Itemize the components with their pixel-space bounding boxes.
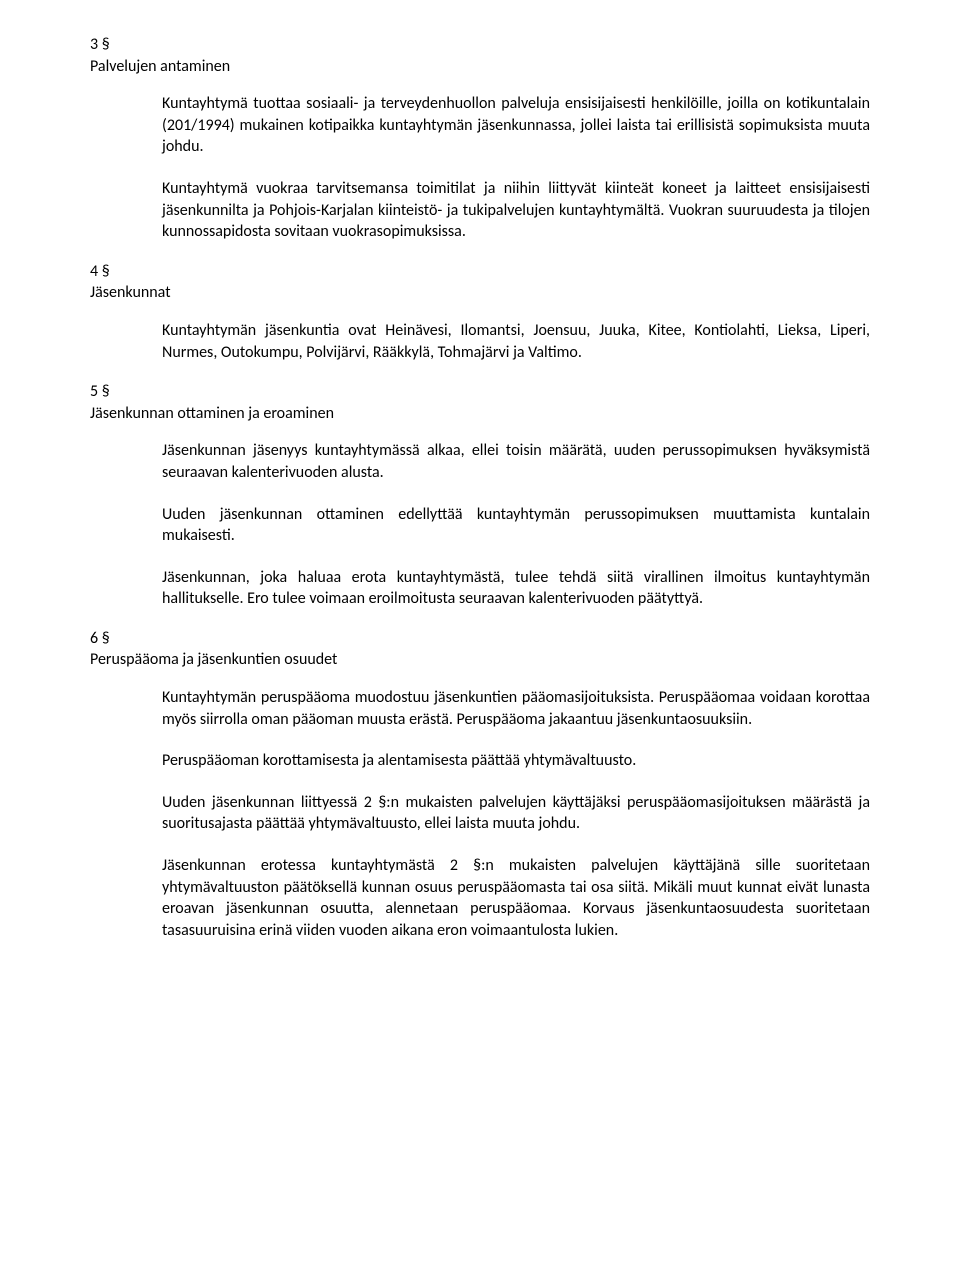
section-title: Jäsenkunnat [90,282,870,304]
section-number: 5 § [90,381,870,403]
section-number: 3 § [90,34,870,56]
paragraph: Uuden jäsenkunnan ottaminen edellyttää k… [162,504,870,547]
section-number: 4 § [90,261,870,283]
paragraph: Kuntayhtymän jäsenkuntia ovat Heinävesi,… [162,320,870,363]
section-body: Kuntayhtymän jäsenkuntia ovat Heinävesi,… [162,320,870,363]
paragraph: Kuntayhtymä tuottaa sosiaali- ja terveyd… [162,93,870,158]
document-page: 3 § Palvelujen antaminen Kuntayhtymä tuo… [0,0,960,981]
section-title: Jäsenkunnan ottaminen ja eroaminen [90,403,870,425]
section-body: Jäsenkunnan jäsenyys kuntayhtymässä alka… [162,440,870,610]
paragraph: Kuntayhtymän peruspääoma muodostuu jäsen… [162,687,870,730]
paragraph: Jäsenkunnan jäsenyys kuntayhtymässä alka… [162,440,870,483]
paragraph: Jäsenkunnan, joka haluaa erota kuntayhty… [162,567,870,610]
section-body: Kuntayhtymä tuottaa sosiaali- ja terveyd… [162,93,870,243]
section-number: 6 § [90,628,870,650]
paragraph: Uuden jäsenkunnan liittyessä 2 §:n mukai… [162,792,870,835]
paragraph: Kuntayhtymä vuokraa tarvitsemansa toimit… [162,178,870,243]
section-body: Kuntayhtymän peruspääoma muodostuu jäsen… [162,687,870,941]
paragraph: Peruspääoman korottamisesta ja alentamis… [162,750,870,772]
section-title: Palvelujen antaminen [90,56,870,78]
section-title: Peruspääoma ja jäsenkuntien osuudet [90,649,870,671]
paragraph: Jäsenkunnan erotessa kuntayhtymästä 2 §:… [162,855,870,941]
